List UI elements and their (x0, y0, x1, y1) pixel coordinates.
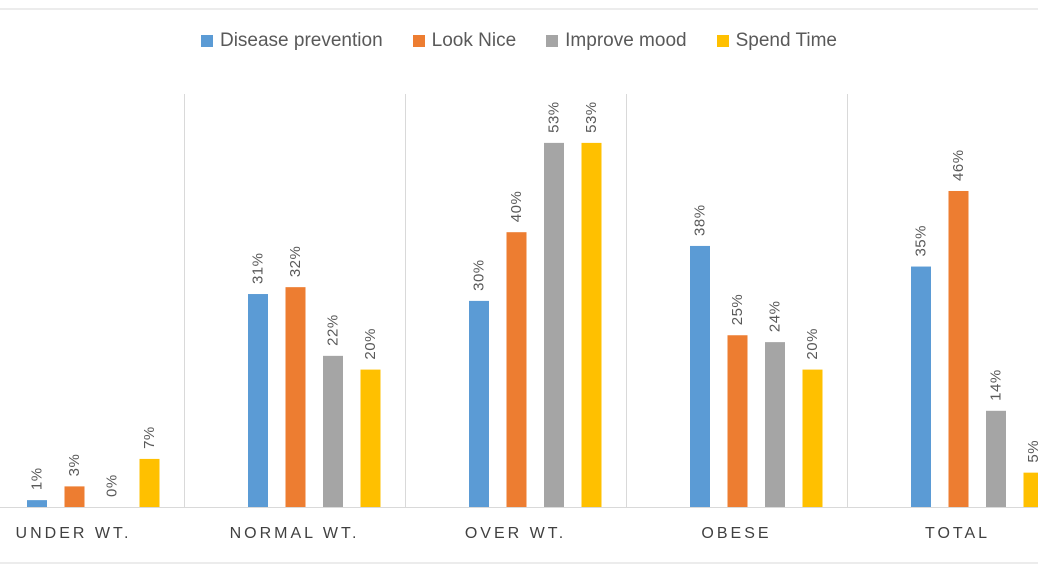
bar (948, 190, 969, 508)
bar (802, 369, 823, 507)
x-tick-label: UNDER WT. (16, 525, 132, 542)
bar (64, 486, 85, 507)
bar-data-label: 24% (767, 301, 784, 333)
legend-item-look-nice: Look Nice (412, 30, 517, 52)
bar (727, 335, 748, 507)
bar-data-label: 0% (104, 474, 121, 497)
x-tick-label: OBESE (701, 525, 771, 542)
x-tick-label: TOTAL (925, 525, 990, 542)
legend-swatch-disease-prevention (200, 35, 213, 47)
bar-data-label: 7% (141, 426, 158, 449)
bar (248, 294, 268, 507)
bar (139, 458, 160, 507)
bar-data-label: 5% (1025, 440, 1038, 463)
legend-label-improve-mood: Improve mood (565, 30, 687, 51)
bar (986, 410, 1006, 507)
legend-item-disease-prevention: Disease prevention (200, 30, 383, 52)
bar-data-label: 46% (950, 149, 967, 181)
bar (469, 300, 489, 507)
bar (506, 232, 527, 507)
legend-label-look-nice: Look Nice (431, 30, 517, 51)
bar (911, 266, 931, 507)
bar-data-label: 22% (325, 314, 342, 346)
bar (581, 142, 602, 507)
legend-swatch-look-nice (412, 35, 425, 47)
bar (1023, 472, 1038, 507)
bar (323, 355, 343, 507)
bar (765, 342, 785, 507)
bar-data-label: 53% (546, 101, 563, 133)
bar-data-label: 53% (583, 101, 600, 133)
legend: Disease prevention Look Nice Improve moo… (0, 30, 1038, 52)
bar-data-label: 35% (913, 225, 930, 257)
bar-data-label: 3% (66, 454, 83, 477)
bar-data-label: 20% (362, 328, 379, 360)
bar (360, 369, 381, 507)
bar (690, 245, 710, 507)
x-tick-label: NORMAL WT. (230, 525, 360, 542)
bar-data-label: 20% (804, 328, 821, 360)
legend-label-disease-prevention: Disease prevention (219, 30, 383, 51)
bar-data-label: 31% (250, 252, 267, 284)
legend-swatch-improve-mood (546, 35, 559, 47)
x-tick-label: OVER WT. (465, 525, 566, 542)
bar-data-label: 25% (729, 294, 746, 326)
bar (544, 142, 564, 507)
bar-data-label: 1% (29, 467, 46, 490)
bar-data-label: 32% (287, 246, 304, 278)
bar-data-label: 30% (471, 259, 488, 291)
bar (285, 287, 306, 507)
legend-label-spend-time: Spend Time (735, 30, 837, 51)
legend-item-improve-mood: Improve mood (546, 30, 687, 52)
legend-item-spend-time: Spend Time (716, 30, 837, 52)
legend-swatch-spend-time (716, 35, 729, 47)
bar-data-label: 38% (692, 204, 709, 236)
bar-data-label: 40% (508, 191, 525, 223)
bar-data-label: 14% (988, 369, 1005, 401)
bar (27, 500, 47, 507)
